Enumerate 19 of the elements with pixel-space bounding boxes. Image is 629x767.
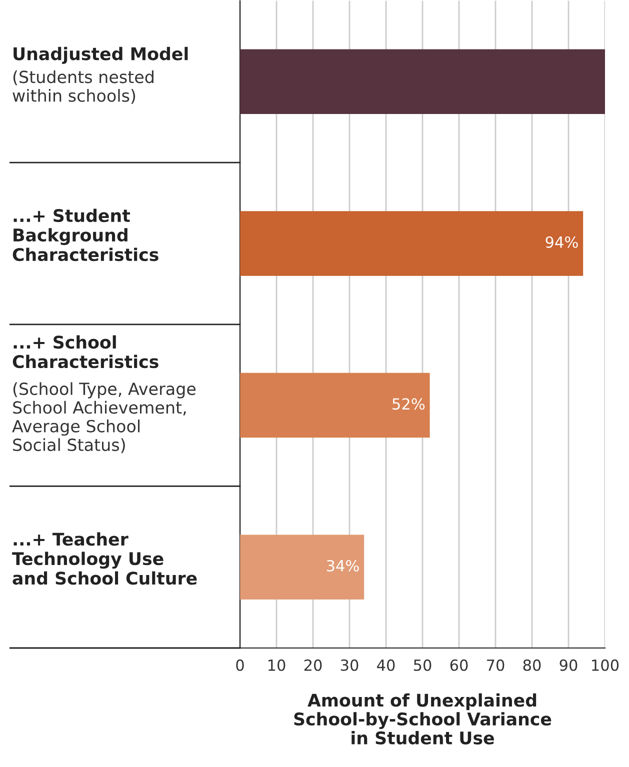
x-tick-label: 30 xyxy=(340,659,358,671)
data-label: 34% xyxy=(326,560,359,572)
x-tick-label: 90 xyxy=(560,659,578,671)
x-tick-label: 70 xyxy=(487,659,504,671)
y-tick-label: ...+ School Characteristics (School Type, Average School Achievement, Average School Social Status) xyxy=(12,335,196,454)
x-tick-label: 10 xyxy=(268,659,286,671)
y-tick-label: ...+ Teacher Technology Use and School Culture xyxy=(12,532,197,585)
x-tick-label: 20 xyxy=(304,659,322,671)
x-tick-label: 40 xyxy=(377,659,395,671)
x-tick-label: 80 xyxy=(523,659,541,671)
y-tick-label: Unadjusted Model (Students nested within schools) xyxy=(12,46,188,104)
x-axis-title: Amount of Unexplained School-by-School Variance in Student Use xyxy=(294,693,552,744)
x-tick-label: 50 xyxy=(414,659,432,671)
data-label: 94% xyxy=(546,236,578,248)
x-tick-label: 100 xyxy=(592,659,619,671)
x-tick-label: 0 xyxy=(236,659,244,671)
x-tick-label: 60 xyxy=(450,659,468,671)
data-label: 52% xyxy=(392,398,425,410)
y-tick-label: ...+ Student Background Characteristics xyxy=(12,208,158,262)
